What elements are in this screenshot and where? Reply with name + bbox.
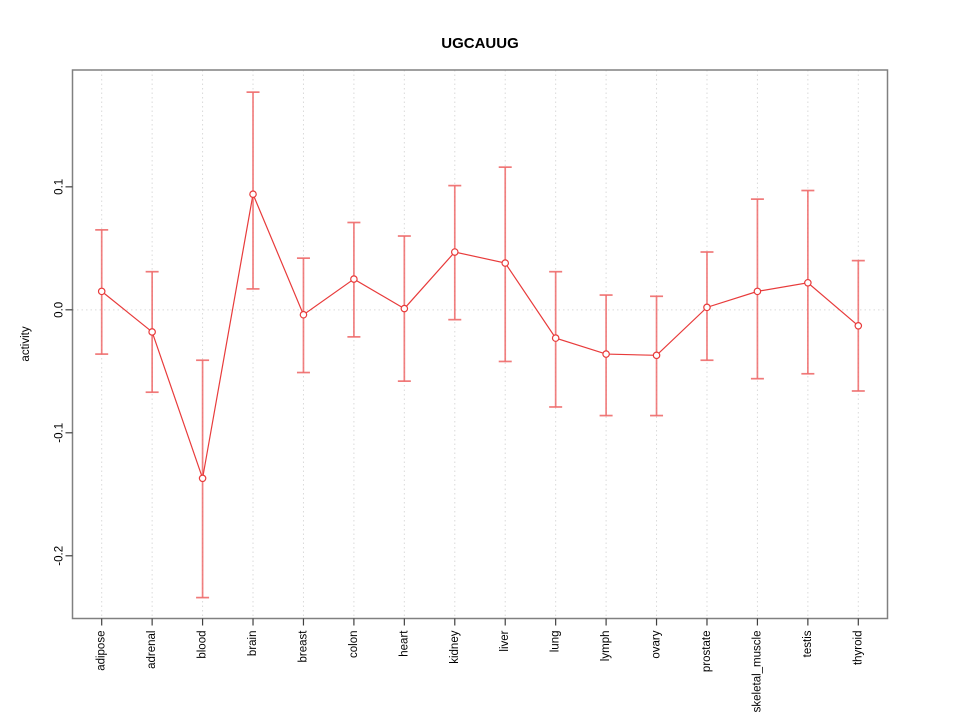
y-axis-label: activity: [20, 326, 32, 361]
data-point-marker: [97, 287, 106, 296]
chart-title: UGCAUUG: [441, 35, 519, 52]
axis-ticks: [65, 186, 859, 626]
x-tick-label: heart: [398, 630, 410, 657]
x-tick-label: breast: [297, 630, 309, 663]
x-tick-label: skeletal_muscle: [751, 631, 763, 713]
x-tick-label: testis: [802, 630, 814, 657]
x-tick-label: blood: [197, 631, 209, 659]
data-point-marker: [501, 259, 510, 267]
x-tick-label: thyroid: [852, 631, 864, 666]
y-tick-label: 0.0: [54, 302, 66, 318]
x-tick-label: kidney: [449, 630, 461, 663]
data-point-marker: [753, 287, 762, 296]
y-tick-label: -0.2: [54, 546, 66, 566]
data-point-marker: [804, 278, 812, 287]
x-tick-label: ovary: [651, 630, 663, 658]
data-point-marker: [602, 350, 610, 358]
x-tick-label: adipose: [96, 631, 108, 671]
x-tick-labels: adipose adrenal blood brain breast colon heart…: [96, 630, 865, 713]
y-tick-label: 0.1: [54, 179, 66, 195]
x-tick-label: adrenal: [146, 631, 158, 669]
x-tick-label: lung: [550, 631, 562, 653]
y-tick-label: -0.1: [54, 423, 66, 443]
x-tick-label: prostate: [701, 631, 713, 673]
plot-frame: [71, 69, 889, 620]
data-point-marker: [551, 334, 560, 342]
series-line: [101, 192, 859, 481]
data-point-marker: [450, 248, 459, 256]
data-point-marker: [400, 304, 409, 313]
data-point-marker: [703, 303, 711, 312]
data-series: [95, 91, 865, 599]
data-point-marker: [198, 474, 207, 483]
data-point-marker: [249, 190, 257, 199]
data-point-marker: [148, 328, 156, 336]
data-point-marker: [299, 310, 308, 319]
y-tick-labels: 0.1 0.0 -0.1 -0.2: [54, 179, 66, 566]
grid-lines: [72, 70, 888, 619]
x-tick-label: brain: [247, 631, 259, 657]
data-point-marker: [652, 351, 661, 360]
x-tick-label: liver: [499, 630, 511, 651]
x-tick-label: colon: [348, 631, 360, 659]
x-tick-label: lymph: [600, 631, 612, 662]
data-point-marker: [854, 322, 863, 330]
data-point-marker: [350, 275, 358, 283]
